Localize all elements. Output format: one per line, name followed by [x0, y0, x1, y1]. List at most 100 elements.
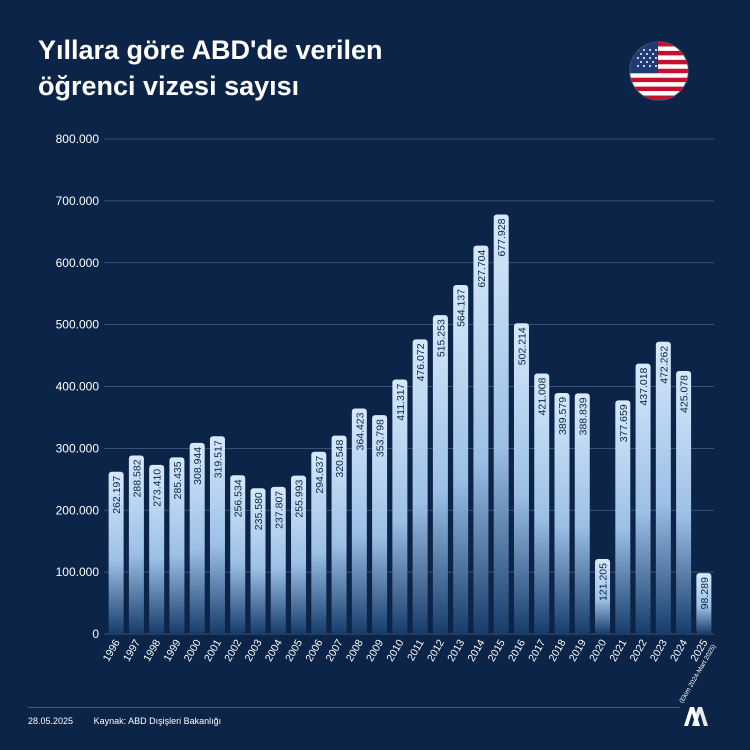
- bar-value-label: 564.137: [456, 289, 468, 327]
- bar-2008: [351, 408, 367, 634]
- bar-2024: [676, 370, 692, 634]
- bar-value-label: 502.214: [516, 327, 528, 365]
- bars: 262.197 288.582 273.410 285.435 308.944 319.5…: [108, 214, 712, 634]
- x-tick-label: 1999: [161, 637, 183, 663]
- x-tick-label: 2009: [364, 637, 386, 663]
- x-tick-label: 2024: [668, 637, 690, 663]
- bar-value-label: 320.548: [334, 440, 346, 478]
- bar-value-label: 377.659: [618, 404, 630, 442]
- bar-1996: [108, 471, 124, 634]
- y-tick-label: 200.000: [56, 503, 100, 517]
- x-tick-label: 2018: [547, 637, 569, 663]
- bar-1999: [169, 457, 185, 634]
- bar-2018: [554, 392, 570, 634]
- x-tick-label: 1996: [101, 637, 123, 663]
- footer-divider: [28, 707, 680, 708]
- y-axis: 0 100.000 200.000 300.000 400.000 500.000 600.…: [56, 132, 100, 641]
- bar-value-label: 294.637: [314, 456, 326, 494]
- bar-value-label: 364.423: [354, 412, 366, 450]
- bar-value-label: 677.928: [496, 218, 508, 256]
- x-tick-label: 2002: [222, 637, 244, 663]
- y-tick-label: 300.000: [56, 441, 100, 455]
- bar-2017: [534, 373, 550, 634]
- x-tick-label: 2017: [526, 637, 548, 663]
- x-tick-label: 2003: [243, 637, 265, 663]
- bar-2013: [453, 284, 469, 634]
- bar-value-label: 389.579: [557, 397, 569, 435]
- x-tick-label: 2008: [344, 637, 366, 663]
- bar-value-label: 627.704: [476, 249, 488, 287]
- bar-value-label: 273.410: [152, 469, 164, 507]
- footer-source: Kaynak: ABD Dışişleri Bakanlığı: [93, 716, 222, 726]
- footer: 28.05.2025 Kaynak: ABD Dışişleri Bakanlı…: [28, 716, 221, 726]
- bar-2004: [270, 486, 286, 634]
- bar-value-label: 288.582: [131, 459, 143, 497]
- bar-value-label: 285.435: [172, 461, 184, 499]
- bar-2011: [412, 339, 428, 634]
- title-line-2: öğrenci vizesi sayısı: [38, 71, 300, 101]
- bar-value-label: 235.580: [253, 492, 265, 530]
- bar-2016: [513, 323, 529, 634]
- bar-value-label: 308.944: [192, 447, 204, 485]
- bar-2005: [291, 475, 307, 634]
- x-tick-label: 2005: [283, 637, 305, 663]
- x-tick-label: 2006: [303, 637, 325, 663]
- bar-value-label: 319.517: [212, 440, 224, 478]
- bar-2022: [635, 363, 651, 634]
- bar-1997: [128, 455, 144, 634]
- bar-2000: [189, 442, 205, 634]
- bar-value-label: 437.018: [638, 367, 650, 405]
- x-tick-label: 2000: [182, 637, 204, 663]
- bar-2003: [250, 488, 266, 634]
- bar-2019: [574, 393, 590, 634]
- gridlines: [104, 138, 714, 635]
- title-line-1: Yıllara göre ABD'de verilen: [38, 35, 383, 65]
- footer-date: 28.05.2025: [28, 716, 74, 726]
- bar-2020: [595, 559, 611, 634]
- bar-2023: [655, 341, 671, 634]
- x-tick-label: 2013: [445, 637, 467, 663]
- bar-value-label: 425.078: [679, 375, 691, 413]
- bar-2014: [473, 245, 489, 634]
- bar-1998: [149, 464, 165, 634]
- bar-value-label: 255.993: [294, 479, 306, 517]
- bar-value-label: 388.839: [577, 397, 589, 435]
- x-tick-label: 2004: [263, 637, 285, 663]
- y-tick-label: 0: [92, 627, 99, 641]
- aa-logo-icon: [682, 704, 708, 728]
- x-tick-label: 2001: [202, 637, 224, 663]
- bar-value-label: 411.317: [395, 383, 407, 420]
- y-tick-label: 500.000: [56, 318, 100, 332]
- y-tick-label: 100.000: [56, 565, 100, 579]
- bar-2002: [230, 475, 246, 634]
- bar-2009: [372, 415, 388, 634]
- bar-2007: [331, 435, 347, 634]
- bar-value-label: 256.534: [233, 479, 245, 517]
- us-flag-icon: [630, 42, 688, 100]
- bar-value-label: 353.798: [375, 419, 387, 457]
- bar-2025: [696, 573, 712, 634]
- x-tick-label: 2014: [465, 637, 487, 663]
- bar-value-label: 421.008: [537, 377, 549, 415]
- bar-2001: [209, 436, 225, 634]
- x-tick-label: 1998: [141, 637, 163, 663]
- x-tick-label: 2011: [405, 637, 427, 663]
- bar-2021: [615, 400, 631, 634]
- x-tick-label: 2010: [384, 637, 406, 663]
- bar-value-label: 262.197: [111, 476, 123, 514]
- x-tick-label: 2022: [628, 637, 650, 663]
- y-tick-label: 600.000: [56, 256, 100, 270]
- x-tick-label: 2019: [567, 637, 589, 663]
- bar-2015: [493, 214, 509, 634]
- x-tick-label: 2020: [587, 637, 609, 663]
- bar-value-label: 472.262: [658, 346, 670, 384]
- x-tick-label: 2023: [648, 637, 670, 663]
- x-tick-label: 2015: [486, 637, 508, 663]
- bar-2012: [432, 315, 448, 634]
- bar-value-label: 515.253: [435, 319, 447, 357]
- x-tick-label: 2012: [425, 637, 447, 663]
- bar-value-label: 98.289: [699, 577, 711, 609]
- x-tick-label: 2007: [324, 637, 346, 663]
- x-axis: 1996199719981999200020012002200320042005…: [101, 637, 718, 704]
